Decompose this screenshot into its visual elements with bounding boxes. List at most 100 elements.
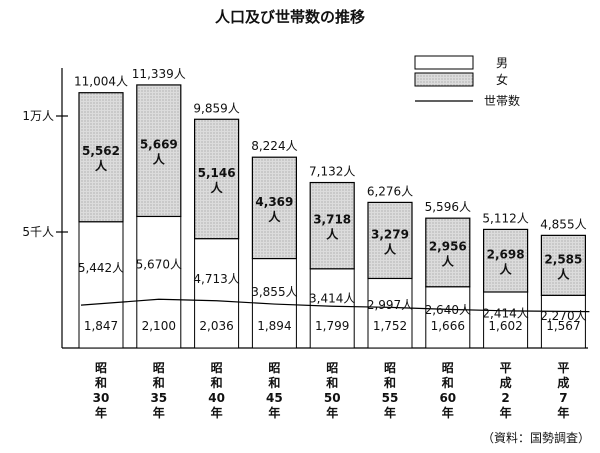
category-label: 年 [95, 405, 107, 420]
female-unit-label: 人 [268, 209, 281, 224]
total-label: 9,859人 [193, 101, 239, 115]
category-label: 和 [267, 375, 280, 390]
total-label: 11,339人 [132, 67, 186, 81]
female-unit-label: 人 [326, 227, 339, 242]
value-labels: 11,004人 5,562 人 5,442人 1,847 11,339人 5,669 人 5,6… [74, 67, 587, 333]
category-label: 和 [210, 375, 223, 390]
female-value-label: 3,718 [313, 213, 351, 227]
total-label: 8,224人 [251, 139, 297, 153]
male-value-label: 3,855人 [251, 285, 297, 299]
household-value-label: 1,567 [546, 319, 580, 333]
total-label: 4,855人 [540, 217, 586, 231]
bar-female [367, 201, 413, 280]
household-value-label: 1,602 [488, 319, 522, 333]
category-label: 昭 [326, 361, 338, 375]
female-value-label: 2,956 [429, 239, 467, 253]
legend-female-label: 女 [496, 72, 508, 87]
bar-female [251, 156, 297, 260]
legend-male-swatch [414, 55, 474, 70]
male-value-label: 4,713人 [193, 272, 239, 286]
bar-female [309, 181, 355, 270]
category-label: 2 [501, 391, 509, 405]
bar-female [194, 118, 240, 240]
female-value-label: 2,585 [544, 252, 582, 266]
category-label: 7 [559, 391, 567, 405]
bar-female [483, 228, 529, 293]
male-value-label: 2,640人 [425, 303, 471, 317]
male-value-label: 2,414人 [482, 307, 528, 321]
category-label: 昭 [384, 361, 396, 375]
category-label: 30 [93, 391, 110, 405]
source-note: （資料：国勢調査） [482, 430, 590, 445]
female-unit-label: 人 [211, 180, 224, 195]
male-value-label: 3,414人 [309, 292, 355, 306]
household-value-label: 1,752 [373, 319, 407, 333]
female-value-label: 5,562 [82, 144, 120, 158]
category-label: 40 [208, 391, 225, 405]
category-label: 年 [153, 405, 165, 420]
category-label: 昭 [211, 361, 223, 375]
household-value-label: 1,666 [431, 319, 465, 333]
total-label: 6,276人 [367, 184, 413, 198]
category-label: 年 [268, 405, 280, 420]
y-tick-label: 5千人 [22, 225, 54, 239]
bar-male [367, 277, 413, 349]
female-value-label: 4,369 [255, 195, 293, 209]
male-value-label: 5,670人 [136, 257, 182, 271]
male-value-label: 5,442人 [78, 261, 124, 275]
category-label: 昭 [268, 361, 280, 375]
bars [78, 84, 587, 349]
category-labels: 昭和30年昭和35年昭和40年昭和45年昭和50年昭和55年昭和60年平成2年平… [93, 361, 570, 420]
female-value-label: 5,669 [140, 138, 178, 152]
category-label: 成 [557, 375, 569, 390]
category-label: 年 [384, 405, 396, 420]
bar-male [309, 268, 355, 349]
category-label: 年 [500, 405, 512, 420]
bar-female [425, 217, 471, 288]
category-label: 和 [152, 375, 165, 390]
bar-male [425, 286, 471, 349]
category-label: 55 [382, 391, 399, 405]
household-line [80, 298, 590, 313]
total-label: 5,112人 [482, 211, 528, 225]
category-label: 35 [150, 391, 167, 405]
bar-male [136, 215, 182, 349]
category-label: 60 [439, 391, 456, 405]
category-label: 成 [500, 375, 512, 390]
male-value-label: 2,270人 [540, 309, 586, 323]
female-unit-label: 人 [500, 262, 513, 277]
household-value-label: 1,847 [84, 319, 118, 333]
female-value-label: 2,698 [487, 248, 525, 262]
bar-female [136, 84, 182, 218]
total-label: 11,004人 [74, 75, 128, 89]
female-unit-label: 人 [384, 241, 397, 256]
category-label: 和 [441, 375, 454, 390]
female-unit-label: 人 [557, 266, 570, 281]
male-value-label: 2,997人 [367, 298, 413, 312]
category-label: 年 [557, 405, 569, 420]
category-label: 和 [94, 375, 107, 390]
household-value-label: 2,036 [199, 319, 233, 333]
y-tick-label: 1万人 [22, 109, 54, 123]
legend-household-label: 世帯数 [484, 93, 520, 108]
total-label: 5,596人 [425, 200, 471, 214]
chart-title: 人口及び世帯数の推移 [215, 8, 365, 26]
category-label: 昭 [442, 361, 454, 375]
category-label: 年 [442, 405, 454, 420]
household-value-label: 2,100 [142, 319, 176, 333]
household-value-label: 1,894 [257, 319, 291, 333]
category-label: 年 [211, 405, 223, 420]
category-label: 平 [557, 361, 569, 375]
category-label: 昭 [95, 361, 107, 375]
bar-female [540, 234, 587, 296]
category-label: 平 [500, 361, 512, 375]
bar-male [540, 294, 586, 349]
female-value-label: 3,279 [371, 227, 409, 241]
category-label: 昭 [153, 361, 165, 375]
category-label: 45 [266, 391, 283, 405]
total-label: 7,132人 [309, 165, 355, 179]
female-value-label: 5,146 [198, 166, 236, 180]
category-label: 和 [325, 375, 338, 390]
category-label: 年 [326, 405, 338, 420]
